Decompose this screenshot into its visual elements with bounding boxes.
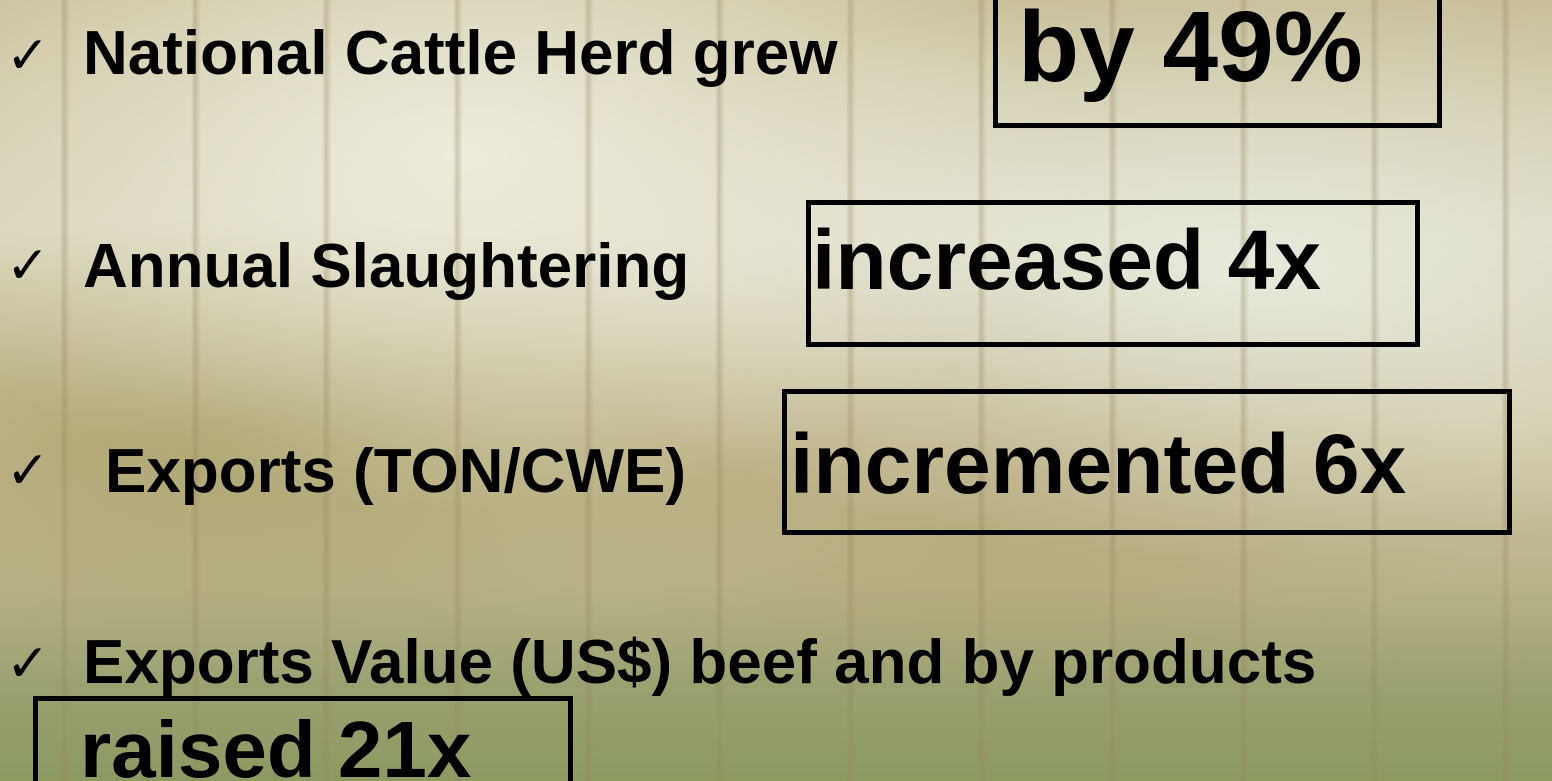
highlight-box xyxy=(33,696,573,781)
check: ✓ xyxy=(6,634,50,694)
check: ✓ xyxy=(6,236,50,296)
highlight-text: by 49% xyxy=(1018,0,1363,103)
highlight-text: increased 4x xyxy=(812,213,1322,307)
highlight-box xyxy=(782,389,1512,535)
highlight-text: raised 21x xyxy=(80,705,472,781)
highlight-box xyxy=(993,0,1442,128)
check: ✓ xyxy=(6,441,50,501)
bullet-text: Annual Slaughtering xyxy=(83,232,690,301)
highlight-text: incremented 6x xyxy=(790,417,1407,511)
highlight-box xyxy=(806,200,1420,347)
check: ✓ xyxy=(6,26,50,86)
bullet-text: National Cattle Herd grew xyxy=(83,19,838,88)
bullet-text: Exports (TON/CWE) xyxy=(105,437,686,506)
bullet-text: Exports Value (US$) beef and by products xyxy=(83,628,1317,697)
